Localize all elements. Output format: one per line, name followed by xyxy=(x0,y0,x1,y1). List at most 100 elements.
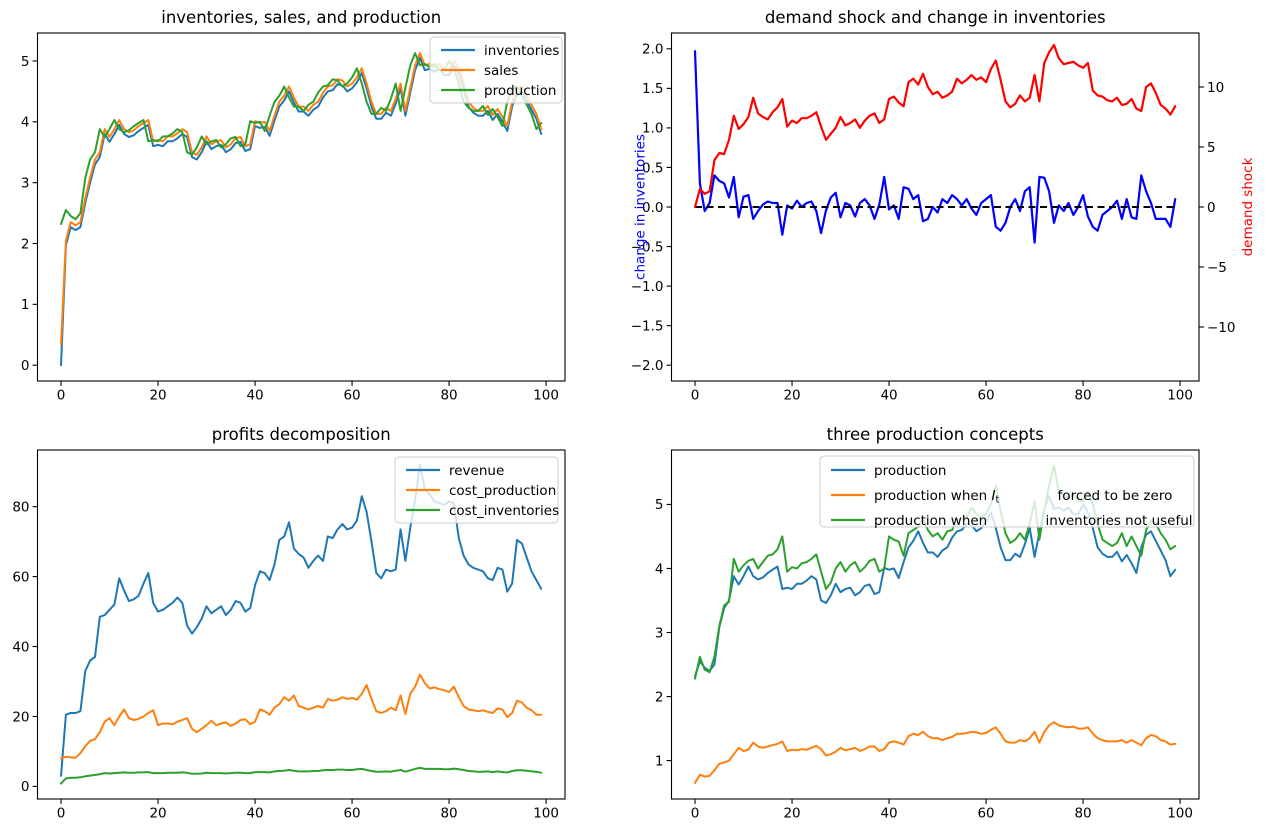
y-tick-label: 1.5 xyxy=(642,81,663,97)
y-tick-label: 40 xyxy=(12,639,29,655)
y-tick-label: 2 xyxy=(655,689,664,705)
legend-label: inventories xyxy=(484,43,559,59)
y-tick-label: 1 xyxy=(21,297,30,313)
x-tick-label: 40 xyxy=(246,388,263,404)
legend-label: cost_inventories xyxy=(449,503,559,519)
chart-title: demand shock and change in inventories xyxy=(765,8,1106,27)
y-axis-left: 0 1 2 3 4 5 xyxy=(21,54,38,374)
x-axis: 0 20 40 60 80 100 xyxy=(691,799,1193,822)
y-tick-label: −1.0 xyxy=(631,279,664,295)
series-change-in-inventories xyxy=(693,50,1177,244)
axes-frame xyxy=(670,32,1200,382)
axes-frame xyxy=(670,449,1200,800)
x-tick-label: 20 xyxy=(149,806,166,822)
x-tick-label: 100 xyxy=(533,806,559,822)
legend-label: production xyxy=(874,463,947,479)
legend-label: revenue xyxy=(449,463,504,479)
legend-label: production when inventories not useful xyxy=(874,513,1193,529)
y-tick-label: 20 xyxy=(12,709,29,725)
chart-title: profits decomposition xyxy=(212,425,391,444)
y-tick-label: 4 xyxy=(655,561,664,577)
y-tick-right-label: 0 xyxy=(1207,200,1216,216)
chart-profits-decomposition: profits decomposition 0 20 40 60 80 100 0 20 40 60… xyxy=(12,425,566,822)
y-tick-label: 0.0 xyxy=(642,200,663,216)
chart-title: three production concepts xyxy=(827,425,1044,444)
legend-label: production when It forced to be zero xyxy=(874,488,1172,506)
chart-title: inventories, sales, and production xyxy=(161,8,441,27)
axes-frame xyxy=(36,32,566,382)
x-tick-label: 80 xyxy=(1074,806,1091,822)
y-tick-label: −2.0 xyxy=(631,358,664,374)
series-cost-inventories xyxy=(60,766,543,785)
x-tick-label: 100 xyxy=(1167,806,1193,822)
y-axis-label-left: change in inventories xyxy=(633,134,649,280)
y-tick-label: 1 xyxy=(655,753,664,769)
y-tick-right-label: 10 xyxy=(1207,80,1224,96)
y-tick-label: 0.5 xyxy=(642,160,663,176)
series-production xyxy=(694,495,1177,677)
x-tick-label: 0 xyxy=(691,388,700,404)
x-tick-label: 80 xyxy=(1074,388,1091,404)
y-tick-label: 2 xyxy=(21,236,30,252)
x-tick-label: 60 xyxy=(343,388,360,404)
x-tick-label: 40 xyxy=(246,806,263,822)
y-axis-label-right: demand shock xyxy=(1240,157,1256,256)
x-tick-label: 80 xyxy=(440,806,457,822)
y-tick-label: −1.5 xyxy=(631,318,664,334)
x-tick-label: 60 xyxy=(343,806,360,822)
legend: production production when It forced to b… xyxy=(819,455,1195,529)
x-axis: 0 20 40 60 80 100 xyxy=(691,381,1193,404)
y-tick-label: 0 xyxy=(21,358,30,374)
x-tick-label: 40 xyxy=(880,806,897,822)
x-tick-label: 0 xyxy=(57,388,66,404)
series-demand-shock xyxy=(693,43,1177,209)
x-tick-label: 100 xyxy=(533,388,559,404)
chart-three-production-concepts: three production concepts 0 20 40 60 80 100 1 2 3… xyxy=(655,425,1200,822)
legend-label: sales xyxy=(484,63,518,79)
series-production-when-it-forced-to-be-zero xyxy=(694,721,1177,784)
y-tick-label: 1.0 xyxy=(642,121,663,137)
y-tick-label: 80 xyxy=(12,499,29,515)
legend-box xyxy=(819,455,1195,528)
y-axis-right: 10 5 0 −5 −10 xyxy=(1199,80,1236,336)
x-tick-label: 20 xyxy=(783,806,800,822)
axes-frame xyxy=(36,449,566,800)
y-tick-label: 2.0 xyxy=(642,42,663,58)
y-axis-left: 1 2 3 4 5 xyxy=(655,497,672,769)
legend: inventories sales production xyxy=(429,36,563,104)
y-tick-label: 5 xyxy=(21,54,30,70)
x-axis: 0 20 40 60 80 100 xyxy=(57,381,559,404)
legend-label: production xyxy=(484,83,557,99)
y-tick-right-label: −10 xyxy=(1207,320,1236,336)
y-axis-left: 2.0 1.5 1.0 0.5 0.0 −0.5 −1.0 −1.5 −2.0 xyxy=(631,42,672,374)
y-tick-label: 5 xyxy=(655,497,664,513)
x-tick-label: 20 xyxy=(149,388,166,404)
legend-label: cost_production xyxy=(449,483,556,499)
y-axis-left: 0 20 40 60 80 xyxy=(12,499,38,795)
x-axis: 0 20 40 60 80 100 xyxy=(57,799,559,822)
series-cost-production xyxy=(60,673,543,760)
y-tick-right-label: −5 xyxy=(1207,260,1227,276)
legend: revenue cost_production cost_inventories xyxy=(394,456,559,524)
x-tick-label: 0 xyxy=(691,806,700,822)
y-tick-label: 3 xyxy=(21,175,30,191)
x-tick-label: 60 xyxy=(977,388,994,404)
chart-demand-shock-change-in-inventories: demand shock and change in inventories 0 2… xyxy=(631,8,1256,404)
x-tick-label: 60 xyxy=(977,806,994,822)
y-tick-label: −0.5 xyxy=(631,239,664,255)
x-tick-label: 20 xyxy=(783,388,800,404)
legend-box xyxy=(394,456,559,524)
x-tick-label: 100 xyxy=(1167,388,1193,404)
x-tick-label: 0 xyxy=(57,806,66,822)
y-tick-label: 4 xyxy=(21,115,30,131)
series-revenue xyxy=(60,463,543,777)
y-tick-label: 3 xyxy=(655,625,664,641)
y-tick-label: 60 xyxy=(12,569,29,585)
y-tick-label: 0 xyxy=(21,779,30,795)
x-tick-label: 80 xyxy=(440,388,457,404)
y-tick-right-label: 5 xyxy=(1207,140,1216,156)
x-tick-label: 40 xyxy=(880,388,897,404)
